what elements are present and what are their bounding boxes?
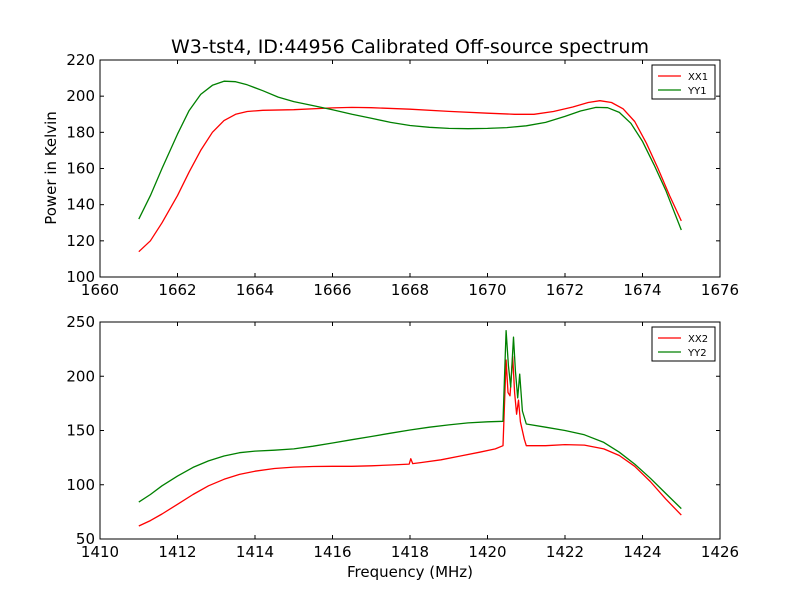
bottom-ytick-label: 100 — [66, 476, 95, 494]
bottom-ytick-label: 200 — [66, 367, 95, 385]
top-ytick-label: 100 — [66, 268, 95, 286]
bottom-xtick-label: 1420 — [468, 543, 506, 561]
top-xtick-label: 1666 — [313, 281, 351, 299]
top-legend-label-0: XX1 — [688, 72, 708, 83]
bottom-legend-box — [651, 326, 716, 362]
top-xtick-label: 1676 — [701, 281, 739, 299]
bottom-xtick-label: 1418 — [391, 543, 429, 561]
bottom-xlabel: Frequency (MHz) — [347, 563, 473, 581]
top-xtick-label: 1660 — [81, 281, 119, 299]
bottom-xtick-label: 1412 — [158, 543, 196, 561]
bottom-series-line-xx2 — [138, 356, 682, 527]
top-series-line-xx1 — [138, 100, 682, 253]
top-legend-box — [651, 64, 716, 100]
bottom-ytick-label: 50 — [76, 530, 95, 548]
bottom-xtick-label: 1424 — [623, 543, 661, 561]
top-plot-area — [100, 60, 720, 277]
figure-title: W3-tst4, ID:44956 Calibrated Off-source … — [171, 36, 649, 58]
bottom-series-line-yy2 — [138, 330, 682, 510]
top-ytick-label: 120 — [66, 232, 95, 250]
bottom-xtick-label: 1410 — [81, 543, 119, 561]
top-ytick-label: 180 — [66, 123, 95, 141]
bottom-ytick-label: 250 — [66, 313, 95, 331]
top-ylabel: Power in Kelvin — [42, 111, 60, 225]
top-series-layer — [138, 80, 682, 253]
top-series-line-yy1 — [138, 80, 682, 231]
top-ytick-label: 140 — [66, 196, 95, 214]
top-xtick-label: 1664 — [236, 281, 274, 299]
top-plot-panel: 1660 1662 1664 1666 1668 1670 1672 1674 1676 100 1… — [42, 51, 739, 299]
bottom-xtick-label: 1416 — [313, 543, 351, 561]
top-ticks-layer: 1660 1662 1664 1666 1668 1670 1672 1674 1676 100 1… — [66, 51, 739, 299]
bottom-series-layer — [138, 330, 682, 527]
top-ytick-label: 160 — [66, 160, 95, 178]
bottom-plot-panel: 1410 1412 1414 1416 1418 1420 1422 1424 1426 50 10… — [66, 313, 739, 581]
top-xtick-label: 1674 — [623, 281, 661, 299]
bottom-legend: XX2 YY2 — [651, 326, 716, 362]
top-legend: XX1 YY1 — [651, 64, 716, 100]
top-xtick-label: 1672 — [546, 281, 584, 299]
bottom-ytick-label: 150 — [66, 422, 95, 440]
top-xtick-label: 1670 — [468, 281, 506, 299]
bottom-ticks-layer: 1410 1412 1414 1416 1418 1420 1422 1424 1426 50 10… — [66, 313, 739, 561]
top-legend-label-1: YY1 — [687, 86, 707, 97]
bottom-legend-label-1: YY2 — [687, 348, 707, 359]
top-xtick-label: 1662 — [158, 281, 196, 299]
top-xtick-label: 1668 — [391, 281, 429, 299]
bottom-xtick-label: 1414 — [236, 543, 274, 561]
bottom-xtick-label: 1426 — [701, 543, 739, 561]
bottom-legend-label-0: XX2 — [688, 334, 708, 345]
bottom-xtick-label: 1422 — [546, 543, 584, 561]
top-ytick-label: 200 — [66, 87, 95, 105]
top-ytick-label: 220 — [66, 51, 95, 69]
